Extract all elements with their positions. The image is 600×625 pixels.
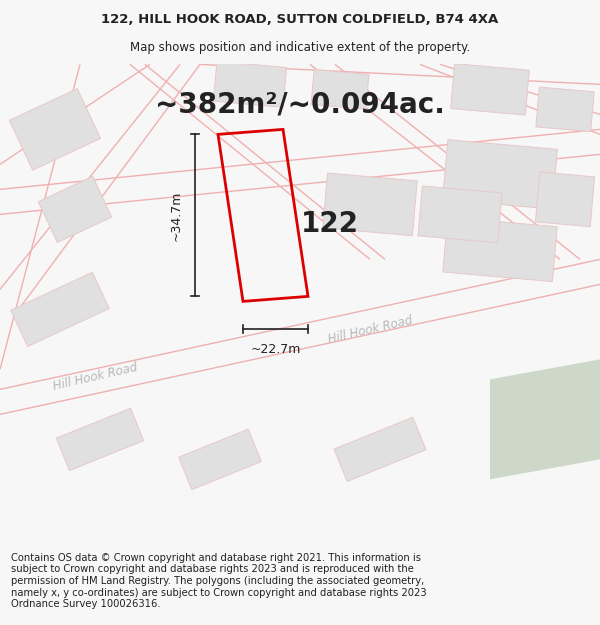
- Text: ~22.7m: ~22.7m: [250, 343, 301, 356]
- Text: Hill Hook Road: Hill Hook Road: [52, 361, 139, 392]
- Polygon shape: [10, 89, 101, 170]
- Polygon shape: [451, 64, 529, 115]
- Text: ~34.7m: ~34.7m: [170, 190, 183, 241]
- Polygon shape: [11, 272, 109, 346]
- Text: ~382m²/~0.094ac.: ~382m²/~0.094ac.: [155, 91, 445, 118]
- Polygon shape: [38, 176, 112, 242]
- Polygon shape: [323, 173, 417, 236]
- Text: 122, HILL HOOK ROAD, SUTTON COLDFIELD, B74 4XA: 122, HILL HOOK ROAD, SUTTON COLDFIELD, B…: [101, 12, 499, 26]
- Polygon shape: [56, 408, 143, 471]
- Polygon shape: [418, 186, 502, 242]
- Text: Contains OS data © Crown copyright and database right 2021. This information is
: Contains OS data © Crown copyright and d…: [11, 552, 427, 609]
- Polygon shape: [334, 418, 426, 481]
- Polygon shape: [536, 87, 594, 132]
- Polygon shape: [443, 217, 557, 282]
- Polygon shape: [490, 359, 600, 479]
- Polygon shape: [179, 429, 262, 489]
- Text: Map shows position and indicative extent of the property.: Map shows position and indicative extent…: [130, 41, 470, 54]
- Polygon shape: [214, 61, 287, 107]
- Text: 122: 122: [301, 211, 359, 238]
- Polygon shape: [443, 140, 557, 209]
- Text: Hill Hook Road: Hill Hook Road: [326, 313, 413, 346]
- Polygon shape: [535, 172, 595, 227]
- Polygon shape: [311, 69, 369, 109]
